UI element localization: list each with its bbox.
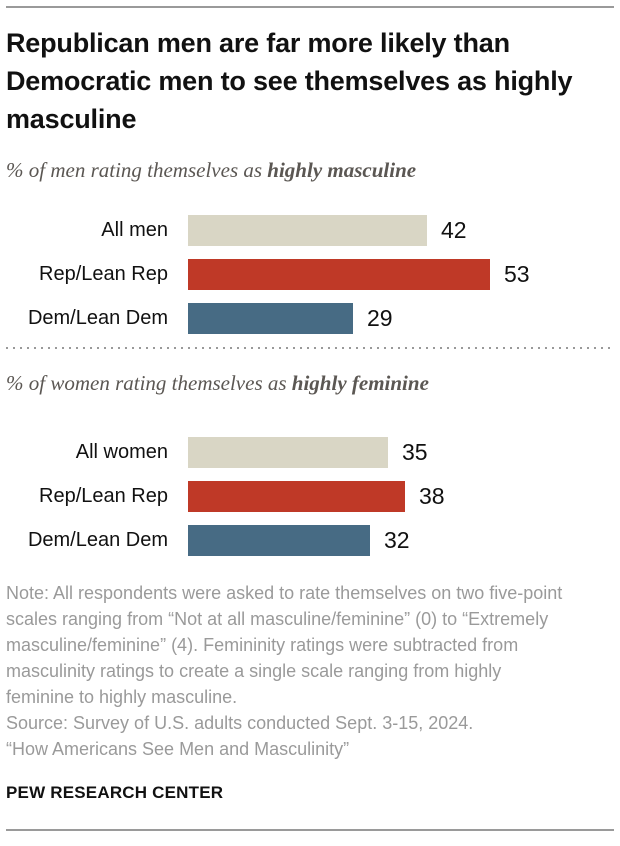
report-title-text: “How Americans See Men and Masculinity”	[6, 739, 350, 759]
subtitle-emphasis: highly feminine	[291, 371, 429, 395]
bar	[188, 215, 427, 246]
bar-value-label: 32	[384, 527, 410, 553]
bar-row: Dem/Lean Dem 32	[6, 525, 614, 556]
bar-row: All women 35	[6, 437, 614, 468]
bar	[188, 259, 490, 290]
bar-label: All men	[101, 219, 168, 241]
bar-value-label: 29	[367, 305, 393, 331]
pew-research-center-wordmark: PEW RESEARCH CENTER	[6, 783, 224, 802]
bar-row: Dem/Lean Dem 29	[6, 303, 614, 334]
bar-row: Rep/Lean Rep 53	[6, 259, 614, 290]
source-text: Source: Survey of U.S. adults conducted …	[6, 713, 474, 733]
chart-title: Republican men are far more likely than …	[6, 28, 573, 134]
subtitle-prefix: % of men rating themselves as	[6, 158, 268, 182]
bar	[188, 303, 353, 334]
bar	[188, 437, 388, 468]
bar-label: Rep/Lean Rep	[39, 263, 168, 285]
subtitle-prefix: % of women rating themselves as	[6, 371, 292, 395]
dotted-divider	[6, 347, 614, 349]
bar-row: All men 42	[6, 215, 614, 246]
bar-value-label: 35	[402, 439, 428, 465]
subtitle-emphasis: highly masculine	[267, 158, 417, 182]
bar-label: Dem/Lean Dem	[27, 307, 168, 329]
bar-label: Dem/Lean Dem	[27, 529, 168, 551]
chart-subtitle-women: % of women rating themselves as highly f…	[6, 370, 614, 396]
top-divider	[6, 6, 614, 8]
bar-value-label: 42	[441, 217, 467, 243]
note-text: Note: All respondents were asked to rate…	[6, 583, 563, 707]
bar	[188, 525, 370, 556]
chart-subtitle-men: % of men rating themselves as highly mas…	[6, 157, 614, 183]
bar-chart-women: All women 35 Rep/Lean Rep 38 Dem/Lean Dem 32	[6, 437, 614, 556]
bar-value-label: 53	[504, 261, 530, 287]
footnote-block: Note: All respondents were asked to rate…	[6, 580, 614, 762]
bar-label: All women	[75, 441, 168, 463]
bar	[188, 481, 405, 512]
bar-value-label: 38	[419, 483, 445, 509]
bottom-divider	[6, 829, 614, 831]
bar-row: Rep/Lean Rep 38	[6, 481, 614, 512]
bar-label: Rep/Lean Rep	[39, 485, 168, 507]
bar-chart-men: All men 42 Rep/Lean Rep 53 Dem/Lean Dem 29	[6, 215, 614, 334]
